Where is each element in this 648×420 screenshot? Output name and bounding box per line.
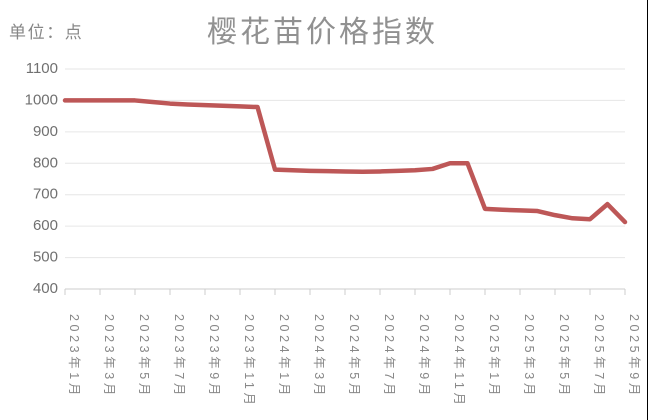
svg-text:2024年1月: 2024年1月 (277, 314, 291, 399)
svg-text:700: 700 (33, 186, 58, 203)
svg-text:2025年3月: 2025年3月 (522, 314, 536, 399)
svg-text:2025年5月: 2025年5月 (557, 314, 571, 399)
svg-text:900: 900 (33, 123, 58, 140)
svg-text:2023年11月: 2023年11月 (242, 314, 256, 409)
svg-text:2023年9月: 2023年9月 (207, 314, 221, 399)
svg-text:2023年3月: 2023年3月 (102, 314, 116, 399)
svg-text:2024年9月: 2024年9月 (417, 314, 431, 399)
svg-text:2025年7月: 2025年7月 (592, 314, 606, 399)
svg-text:500: 500 (33, 249, 58, 266)
svg-text:2025年1月: 2025年1月 (487, 314, 501, 399)
svg-text:2025年9月: 2025年9月 (627, 314, 641, 399)
svg-text:2023年5月: 2023年5月 (137, 314, 151, 399)
svg-text:2024年11月: 2024年11月 (452, 314, 466, 409)
svg-text:800: 800 (33, 154, 58, 171)
svg-text:1100: 1100 (26, 60, 58, 77)
svg-text:400: 400 (33, 280, 58, 297)
svg-text:2024年3月: 2024年3月 (312, 314, 326, 399)
svg-text:2023年1月: 2023年1月 (67, 314, 81, 399)
svg-text:2024年7月: 2024年7月 (382, 314, 396, 399)
svg-text:2024年5月: 2024年5月 (347, 314, 361, 399)
svg-text:2023年7月: 2023年7月 (172, 314, 186, 399)
svg-text:600: 600 (33, 217, 58, 234)
svg-text:1000: 1000 (25, 91, 58, 108)
